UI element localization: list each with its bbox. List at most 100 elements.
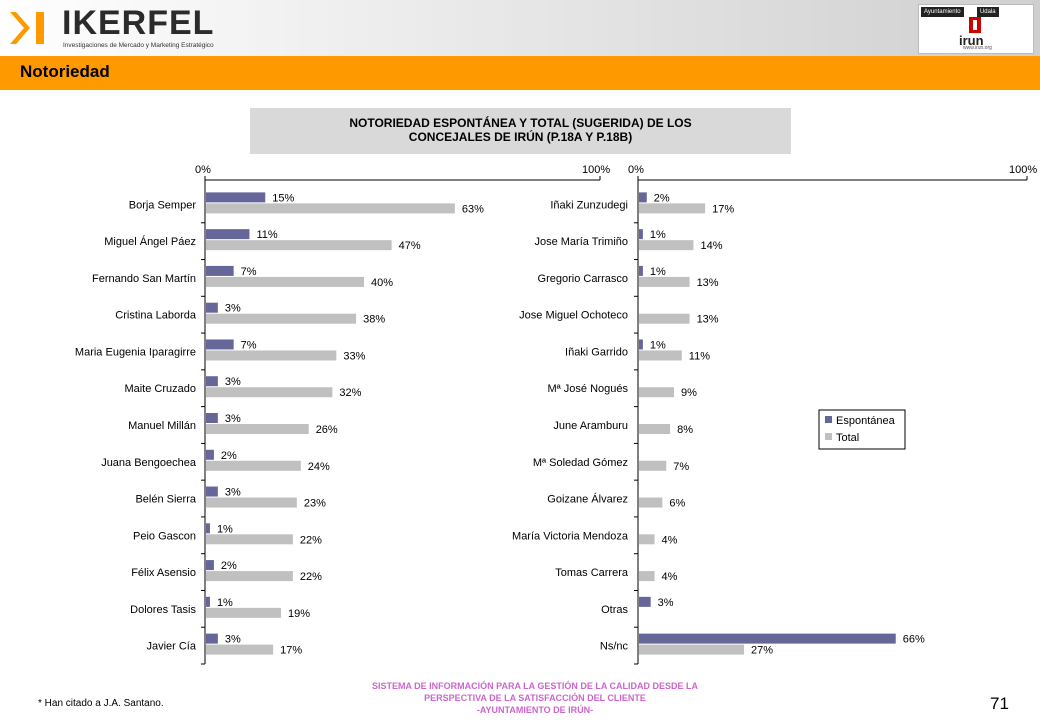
chart1-category-label: Borja Semper — [129, 199, 197, 211]
chart1-x-tick-label: 100% — [582, 164, 610, 176]
chart1-bar-espontanea — [206, 229, 250, 240]
chart1-data-label: 19% — [288, 608, 310, 620]
chart2-category-label: María Victoria Mendoza — [512, 530, 629, 542]
chart1-data-label: 3% — [225, 413, 241, 425]
chart2-category-label: Tomas Carrera — [555, 567, 629, 579]
chart1-bar-espontanea — [206, 192, 266, 203]
chart2-data-label: 3% — [658, 597, 674, 609]
chart1-category-label: Manuel Millán — [128, 420, 196, 432]
chart1-category-label: Juana Bengoechea — [101, 457, 197, 469]
chart2-bar-total — [639, 276, 690, 287]
legend-swatch — [825, 433, 832, 440]
chart1-category-label: Miguel Ángel Páez — [104, 235, 196, 248]
chart2-data-label: 7% — [673, 461, 689, 473]
chart2-category-label: Mª Soledad Gómez — [533, 457, 628, 469]
chart1-data-label: 40% — [371, 277, 393, 289]
chart1-bar-total — [206, 350, 337, 361]
chart1-data-label: 22% — [300, 534, 322, 546]
footer-line1: SISTEMA DE INFORMACIÓN PARA LA GESTIÓN D… — [371, 681, 698, 691]
chart1-data-label: 24% — [308, 461, 330, 473]
chart2-category-label: Jose Miguel Ochoteco — [519, 310, 628, 322]
chart2-category-label: Jose María Trimiño — [534, 236, 628, 248]
chart1-data-label: 3% — [225, 376, 241, 388]
chart1-category-label: Dolores Tasis — [130, 604, 196, 616]
chart1-bar-total — [206, 387, 333, 398]
chart1-bar-total — [206, 240, 392, 251]
chart2-bar-total — [639, 534, 655, 545]
chart1-bar-total — [206, 276, 364, 287]
chart2-category-label: Mª José Nogués — [548, 383, 629, 395]
chart2-x-tick-label: 0% — [628, 164, 644, 176]
chart2-category-label: Goizane Álvarez — [547, 493, 628, 506]
chart2-bar-total — [639, 387, 675, 398]
chart1-data-label: 22% — [300, 571, 322, 583]
footer-line2: PERSPECTIVA DE LA SATISFACCIÓN DEL CLIEN… — [424, 693, 646, 703]
chart2-category-label: Otras — [601, 604, 628, 616]
chart1-category-label: Fernando San Martín — [92, 273, 196, 285]
footer-line3: -AYUNTAMIENTO DE IRÚN- — [476, 705, 594, 715]
chart1-bar-espontanea — [206, 449, 214, 460]
chart2-data-label: 1% — [650, 339, 666, 351]
chart1-category-label: Maite Cruzado — [124, 383, 196, 395]
chart1-data-label: 7% — [241, 266, 257, 278]
brand-subtitle: Investigaciones de Mercado y Marketing E… — [63, 42, 214, 49]
chart1-bar-espontanea — [206, 265, 234, 276]
chart1-data-label: 38% — [363, 314, 385, 326]
chart2-data-label: 11% — [689, 350, 710, 362]
chart1-data-label: 33% — [343, 350, 365, 362]
chart1-bar-espontanea — [206, 523, 210, 534]
chart1-category-label: Félix Asensio — [131, 567, 196, 579]
chart1-data-label: 3% — [225, 303, 241, 315]
shield-icon — [969, 17, 981, 33]
partner-name: irun — [959, 33, 984, 48]
chart1-x-tick-label: 0% — [195, 164, 211, 176]
chart1-bar-espontanea — [206, 339, 234, 350]
chart2-category-label: Iñaki Zunzudegi — [550, 199, 628, 211]
chart2-category-label: June Aramburu — [553, 420, 628, 432]
chart1-data-label: 32% — [339, 387, 361, 399]
chart1-data-label: 2% — [221, 450, 237, 462]
chart1-data-label: 1% — [217, 597, 233, 609]
section-band: Notoriedad — [0, 56, 1040, 90]
chart2-bar-espontanea — [639, 633, 896, 644]
chart1-bar-espontanea — [206, 633, 218, 644]
chart1-data-label: 15% — [272, 192, 294, 204]
chart1-data-label: 3% — [225, 634, 241, 646]
chart2-data-label: 27% — [751, 645, 773, 657]
chart2-bar-total — [639, 424, 671, 434]
chart2-data-label: 17% — [712, 203, 734, 215]
partner-web: www.irun.org — [963, 45, 992, 51]
chart1-category-label: Belén Sierra — [135, 494, 196, 506]
chart1-bar-total — [206, 644, 274, 655]
chart1-bar-total — [206, 534, 293, 545]
chart1-data-label: 23% — [304, 498, 326, 510]
ikerfel-logo-icon — [10, 12, 44, 44]
chart1-data-label: 7% — [241, 339, 257, 351]
chart2-bar-total — [639, 460, 667, 471]
chart2-data-label: 9% — [681, 387, 697, 399]
chart1-category-label: Javier Cía — [146, 641, 196, 653]
chart-title-line2: CONCEJALES DE IRÚN (P.18A Y P.18B) — [408, 130, 633, 144]
chart1-bar-total — [206, 571, 293, 582]
chart2-data-label: 66% — [903, 634, 925, 646]
chart1-bar-total — [206, 460, 301, 471]
chart1-bar-total — [206, 203, 455, 214]
chart1-data-label: 17% — [280, 645, 302, 657]
legend-swatch — [825, 416, 832, 423]
chart1-data-label: 47% — [399, 240, 421, 252]
chart2-bar-total — [639, 644, 745, 655]
footnote: * Han citado a J.A. Santano. — [38, 698, 164, 709]
chart2-data-label: 4% — [662, 571, 678, 583]
chart1-bar-espontanea — [206, 413, 218, 423]
partner-tag-1: Ayuntamiento — [921, 7, 964, 17]
legend-box — [818, 409, 906, 450]
brand-name: IKERFEL — [62, 4, 215, 42]
chart2-bar-total — [639, 571, 655, 582]
chart1-data-label: 1% — [217, 523, 233, 535]
chart1-data-label: 63% — [462, 203, 484, 215]
chart2-data-label: 13% — [697, 314, 719, 326]
chart1-data-label: 2% — [221, 560, 237, 572]
chart1-bar-total — [206, 313, 357, 324]
chart2-bar-espontanea — [639, 229, 643, 240]
